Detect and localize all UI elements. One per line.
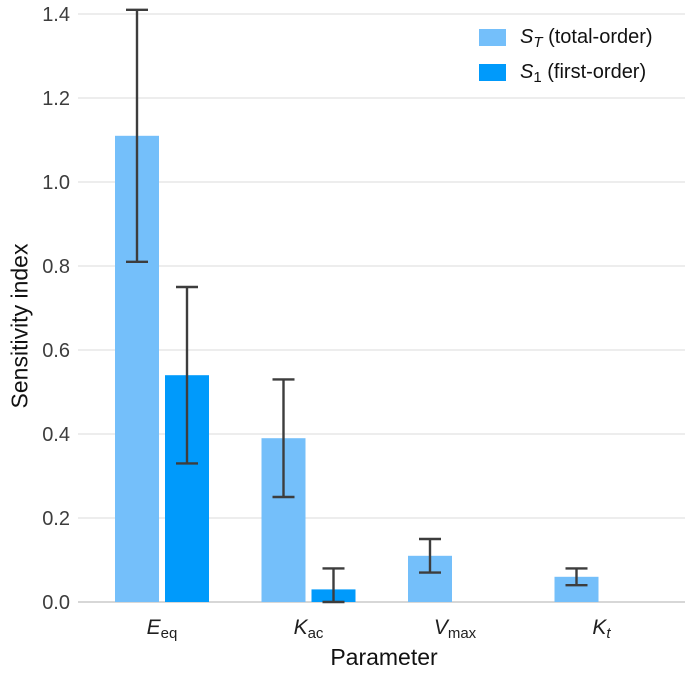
legend-series-symbol: S [520,61,534,83]
legend: ST (total-order) S1 (first-order) [479,26,653,86]
y-tick-label: 1.4 [42,4,70,26]
legend-item-total-order: ST (total-order) [479,26,653,51]
x-category-label: Kac [294,616,324,642]
legend-swatch-first-order [479,63,506,81]
y-tick-label: 1.0 [42,172,70,194]
legend-item-first-order: S1 (first-order) [479,61,653,86]
legend-series-subscript: 1 [533,69,542,86]
legend-swatch-total-order [479,28,506,46]
y-tick-label: 1.2 [42,88,70,110]
y-tick-label: 0.2 [42,508,70,530]
x-axis-title: Parameter [330,644,438,670]
y-tick-label: 0.4 [42,424,70,446]
legend-series-symbol: S [520,26,534,48]
x-category-label: Eeq [147,616,178,642]
y-tick-label: 0.8 [42,256,70,278]
x-category-label: Vmax [434,616,477,642]
legend-label-total-order: ST (total-order) [520,26,653,51]
legend-series-description: (first-order) [541,61,647,83]
legend-series-description: (total-order) [542,26,653,48]
legend-label-first-order: S1 (first-order) [520,61,647,86]
legend-series-subscript: T [533,34,543,51]
y-axis-title: Sensitivity index [6,243,33,409]
x-category-label: Kt [592,616,611,642]
y-tick-label: 0.6 [42,340,70,362]
y-tick-label: 0.0 [42,592,70,614]
